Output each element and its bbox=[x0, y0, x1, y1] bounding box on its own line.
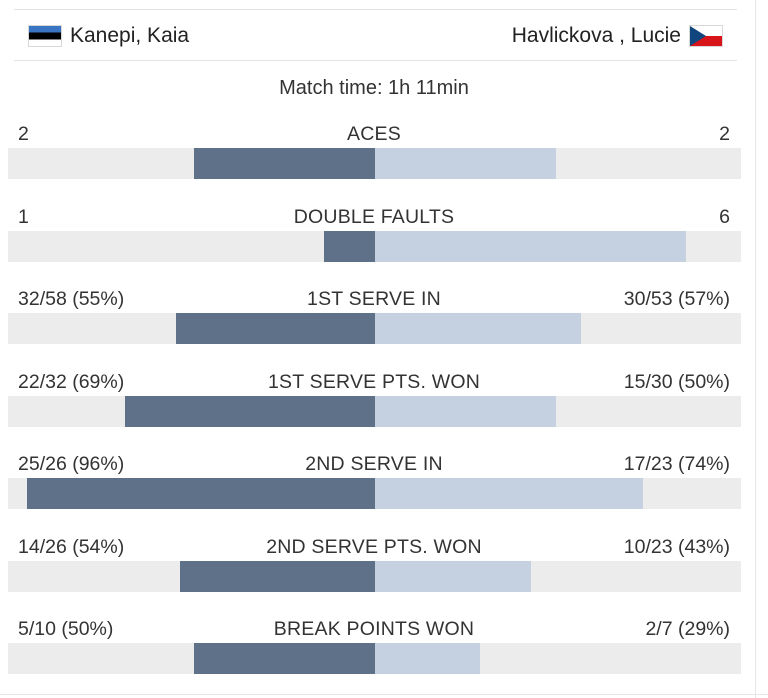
stat-left-value: 5/10 (50%) bbox=[18, 618, 114, 640]
stat-right-value: 10/23 (43%) bbox=[623, 536, 730, 558]
stat-left-value: 14/26 (54%) bbox=[18, 536, 125, 558]
stat-left-value: 25/26 (96%) bbox=[18, 453, 125, 475]
stat-row-1st-serve-pts-won: 22/32 (69%) 1ST SERVE PTS. WON 15/30 (50… bbox=[0, 371, 756, 429]
stat-bar-track bbox=[8, 478, 741, 509]
stat-bar-track bbox=[8, 313, 741, 344]
stat-left-value: 2 bbox=[18, 123, 29, 145]
stat-right-value: 2/7 (29%) bbox=[645, 618, 730, 640]
player-left-name[interactable]: Kanepi, Kaia bbox=[70, 24, 190, 47]
players-header: Kanepi, Kaia Havlickova , Lucie bbox=[14, 9, 737, 61]
stat-row-double-faults: 1 DOUBLE FAULTS 6 bbox=[0, 206, 756, 264]
stat-bar-right bbox=[375, 148, 556, 179]
stat-bar-right bbox=[375, 396, 556, 427]
stat-row-2nd-serve-pts-won: 14/26 (54%) 2ND SERVE PTS. WON 10/23 (43… bbox=[0, 536, 756, 594]
match-time: Match time: 1h 11min bbox=[279, 77, 469, 99]
stat-row-2nd-serve-in: 25/26 (96%) 2ND SERVE IN 17/23 (74%) bbox=[0, 453, 756, 511]
stat-right-value: 17/23 (74%) bbox=[623, 453, 730, 475]
stat-bar-right bbox=[375, 643, 480, 674]
stat-bar-left bbox=[324, 231, 375, 262]
stat-bar-left bbox=[27, 478, 375, 509]
stat-right-value: 30/53 (57%) bbox=[623, 288, 730, 310]
stat-bar-track bbox=[8, 148, 741, 179]
stat-row-aces: 2 ACES 2 bbox=[0, 123, 756, 181]
player-left[interactable]: Kanepi, Kaia bbox=[28, 23, 189, 49]
stat-label: DOUBLE FAULTS bbox=[293, 206, 455, 228]
stat-label: 2ND SERVE PTS. WON bbox=[266, 536, 482, 558]
stat-label: BREAK POINTS WON bbox=[273, 618, 475, 640]
stat-bar-track bbox=[8, 231, 741, 262]
stat-bar-right bbox=[375, 478, 643, 509]
stat-right-value: 15/30 (50%) bbox=[623, 371, 730, 393]
czech-flag-icon bbox=[689, 25, 723, 47]
stat-row-1st-serve-in: 32/58 (55%) 1ST SERVE IN 30/53 (57%) bbox=[0, 288, 756, 346]
player-right-name[interactable]: Havlickova , Lucie bbox=[511, 24, 681, 47]
stat-bar-track bbox=[8, 643, 741, 674]
stat-bar-right bbox=[375, 313, 581, 344]
stat-bar-left bbox=[194, 643, 375, 674]
stat-left-value: 1 bbox=[18, 206, 29, 228]
stat-bar-left bbox=[194, 148, 375, 179]
stat-label: 1ST SERVE IN bbox=[307, 288, 441, 310]
estonia-flag-icon bbox=[28, 25, 62, 47]
stat-bar-track bbox=[8, 396, 741, 427]
panel-bottom-border bbox=[0, 694, 768, 695]
stat-row-break-points-won: 5/10 (50%) BREAK POINTS WON 2/7 (29%) bbox=[0, 618, 756, 676]
stat-bar-left bbox=[180, 561, 375, 592]
stat-bar-right bbox=[375, 231, 686, 262]
stat-bar-right bbox=[375, 561, 531, 592]
stat-right-value: 2 bbox=[719, 123, 730, 145]
stat-right-value: 6 bbox=[719, 206, 730, 228]
stat-label: 2ND SERVE IN bbox=[305, 453, 443, 475]
stat-left-value: 32/58 (55%) bbox=[18, 288, 125, 310]
stat-bar-track bbox=[8, 561, 741, 592]
stat-label: 1ST SERVE PTS. WON bbox=[267, 371, 481, 393]
stat-bar-left bbox=[176, 313, 375, 344]
stat-bar-left bbox=[125, 396, 375, 427]
stat-left-value: 22/32 (69%) bbox=[18, 371, 125, 393]
panel-right-border bbox=[755, 0, 756, 698]
player-right[interactable]: Havlickova , Lucie bbox=[512, 23, 723, 49]
stat-label: ACES bbox=[347, 123, 401, 145]
